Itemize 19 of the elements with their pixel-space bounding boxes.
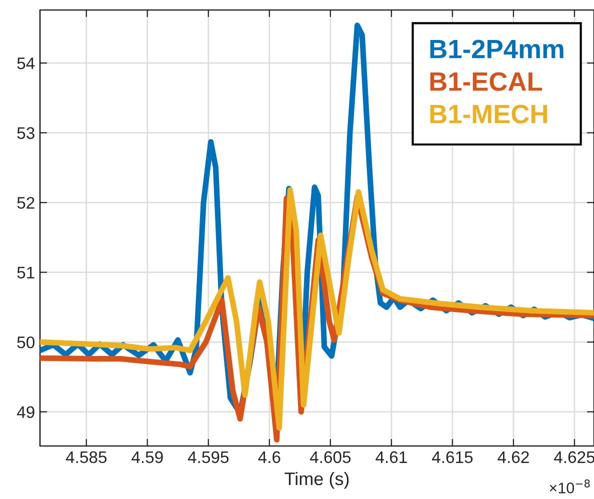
x-tick-label: 4.6 <box>258 451 280 464</box>
x-tick-label: 4.595 <box>188 451 229 464</box>
y-tick-label: 50 <box>17 336 34 348</box>
y-tick-label: 54 <box>17 58 35 70</box>
text: B1-MECH <box>430 104 548 124</box>
x-tick-label: 4.61 <box>376 451 407 464</box>
x-tick-label: 4.59 <box>132 451 163 464</box>
x-tick-label: 4.62 <box>498 451 529 464</box>
y-tick-label: 53 <box>17 127 34 139</box>
x-tick-label: 4.585 <box>66 451 107 464</box>
x-axis-title: Time (s) <box>284 472 349 489</box>
y-tick-label: 52 <box>17 196 34 209</box>
x-tick-label: 4.605 <box>310 451 351 464</box>
y-tick-label: 51 <box>17 266 34 278</box>
text: B1-2P4mm <box>430 40 564 58</box>
x-tick-label: 4.615 <box>432 451 473 464</box>
y-tick-label: 49 <box>16 406 34 418</box>
text: ×10$^{−8}$ <box>550 479 590 494</box>
text: B1-ECAL <box>430 72 542 91</box>
